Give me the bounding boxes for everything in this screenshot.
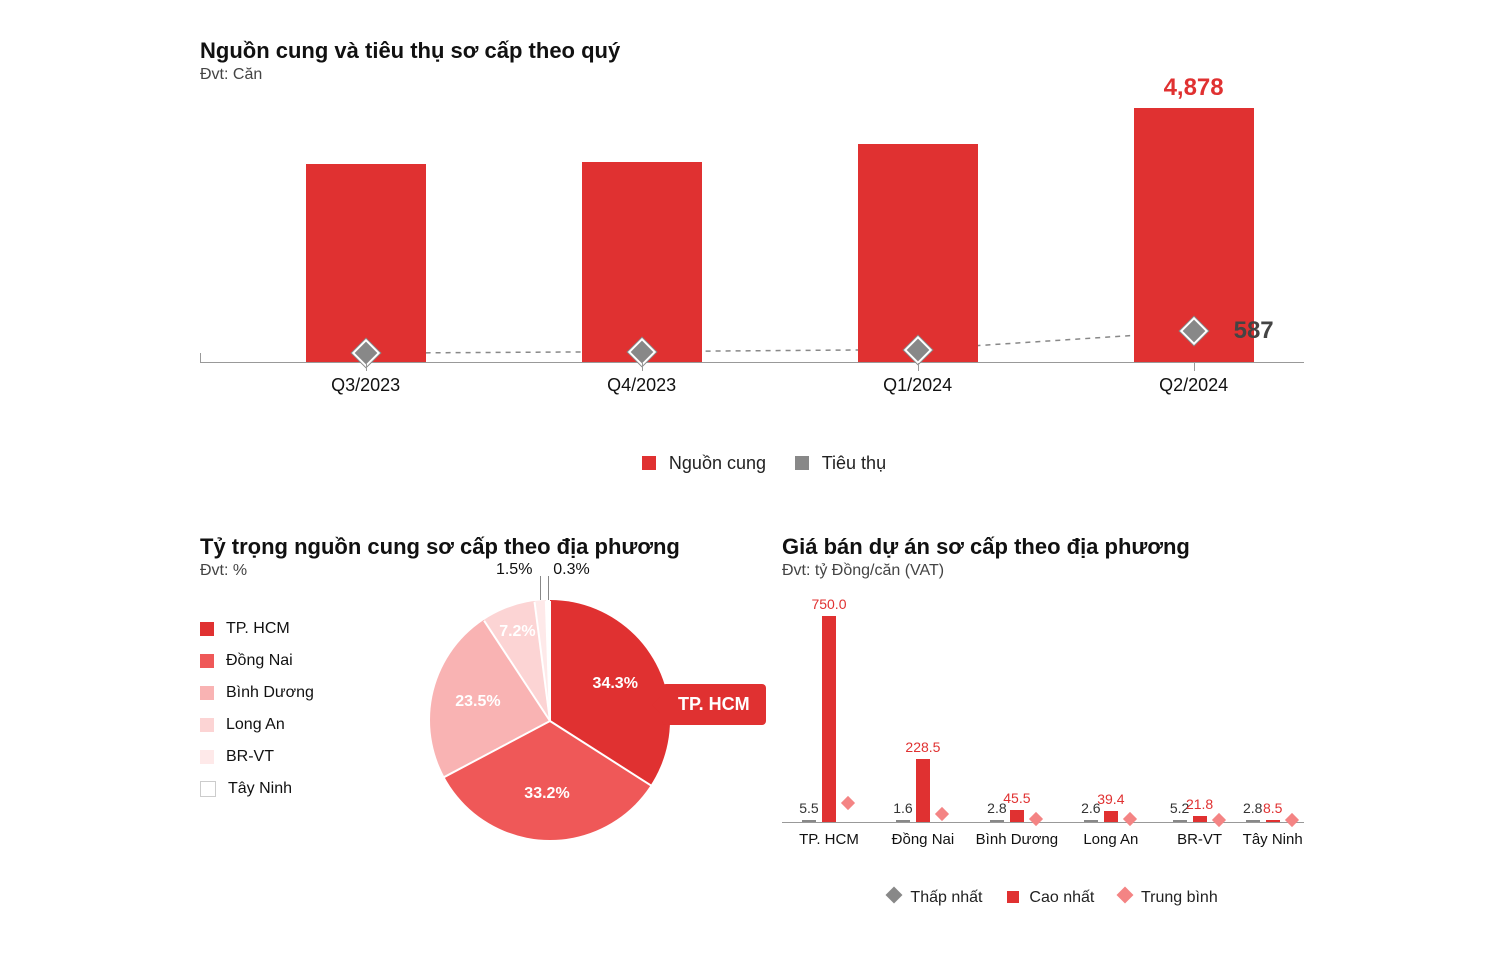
price-marker-avg bbox=[935, 807, 949, 821]
x-tick bbox=[1194, 363, 1195, 371]
price-bar-low bbox=[1084, 820, 1098, 822]
supply-bar bbox=[858, 144, 978, 362]
legend-swatch bbox=[200, 622, 214, 636]
chart-title: Nguồn cung và tiêu thụ sơ cấp theo quý bbox=[200, 38, 1304, 64]
pie-plot: 34.3%33.2%23.5%7.2%1.5%0.3%TP. HCM bbox=[430, 600, 670, 840]
supply-bar bbox=[306, 164, 426, 362]
legend-label: Bình Dương bbox=[226, 684, 314, 702]
price-value-high: 45.5 bbox=[1003, 790, 1030, 806]
price-bar-low bbox=[896, 820, 910, 822]
legend-label-marker: Tiêu thụ bbox=[822, 453, 886, 473]
legend-swatch-high bbox=[1007, 891, 1019, 903]
chart-subtitle: Đvt: Căn bbox=[200, 66, 1304, 84]
price-bar-high bbox=[1266, 820, 1280, 822]
pie-leader-line bbox=[540, 576, 541, 600]
pie-slice-label: 1.5% bbox=[496, 561, 532, 579]
pie-legend-item: Tây Ninh bbox=[200, 780, 314, 798]
x-label: Q4/2023 bbox=[607, 375, 676, 396]
chart-plot-area: 5.5750.01.6228.52.845.52.639.45.221.82.8… bbox=[782, 602, 1304, 823]
pie-leader-line bbox=[548, 576, 549, 600]
x-label: Long An bbox=[1083, 831, 1138, 848]
x-label: Bình Dương bbox=[976, 831, 1058, 848]
price-bar-high bbox=[1104, 811, 1118, 822]
pie-legend-item: TP. HCM bbox=[200, 620, 314, 638]
legend-label: Long An bbox=[226, 716, 285, 734]
pie-slice-label: 33.2% bbox=[524, 785, 569, 803]
pie-slice-label: 23.5% bbox=[455, 693, 500, 711]
legend-swatch bbox=[200, 654, 214, 668]
price-bar-low bbox=[990, 820, 1004, 822]
legend-swatch bbox=[200, 750, 214, 764]
chart-title: Giá bán dự án sơ cấp theo địa phương bbox=[782, 534, 1304, 560]
price-value-low: 5.5 bbox=[799, 800, 818, 816]
legend-label-bar: Nguồn cung bbox=[669, 453, 766, 473]
x-tick bbox=[366, 363, 367, 371]
legend-label-avg: Trung bình bbox=[1141, 889, 1218, 906]
pie-legend-item: Long An bbox=[200, 716, 314, 734]
chart-subtitle: Đvt: % bbox=[200, 562, 722, 580]
pie-slice-label: 34.3% bbox=[593, 675, 638, 693]
price-bar-high bbox=[1010, 810, 1024, 823]
legend-swatch bbox=[200, 781, 216, 797]
price-value-low: 2.8 bbox=[1243, 800, 1262, 816]
legend-swatch bbox=[200, 718, 214, 732]
legend-swatch-marker bbox=[795, 456, 809, 470]
legend-label: Tây Ninh bbox=[228, 780, 292, 798]
pie-callout: TP. HCM bbox=[662, 684, 766, 725]
price-value-high: 39.4 bbox=[1097, 791, 1124, 807]
chart-legend: Nguồn cung Tiêu thụ bbox=[200, 453, 1304, 474]
x-axis: TP. HCM Đồng Nai Bình Dương Long An BR-VT Tây… bbox=[782, 823, 1304, 853]
price-value-low: 1.6 bbox=[893, 800, 912, 816]
legend-swatch-bar bbox=[642, 456, 656, 470]
legend-label-high: Cao nhất bbox=[1029, 889, 1094, 906]
price-marker-avg bbox=[841, 796, 855, 810]
x-tick bbox=[642, 363, 643, 371]
pie-slice-label: 7.2% bbox=[499, 623, 535, 641]
legend-label: Đồng Nai bbox=[226, 652, 293, 670]
price-bar-high bbox=[916, 759, 930, 822]
pie-legend: TP. HCM Đồng Nai Bình Dương Long An BR-VT Tây… bbox=[200, 620, 314, 812]
x-label: Q1/2024 bbox=[883, 375, 952, 396]
pie-slice-label: 0.3% bbox=[553, 561, 589, 579]
x-axis: Q3/2023 Q4/2023 Q1/2024 Q2/2024 bbox=[200, 363, 1304, 403]
chart-subtitle: Đvt: tỷ Đồng/căn (VAT) bbox=[782, 562, 1304, 580]
pie-legend-item: BR-VT bbox=[200, 748, 314, 766]
price-by-region-chart: Giá bán dự án sơ cấp theo địa phương Đvt… bbox=[782, 534, 1304, 907]
legend-label: TP. HCM bbox=[226, 620, 290, 638]
supply-share-pie-chart: Tỷ trọng nguồn cung sơ cấp theo địa phươ… bbox=[200, 534, 722, 907]
marker-value-label: 587 bbox=[1234, 317, 1274, 345]
legend-swatch bbox=[200, 686, 214, 700]
price-bar-low bbox=[802, 820, 816, 822]
price-bar-high bbox=[822, 616, 836, 822]
x-label: TP. HCM bbox=[799, 831, 859, 848]
bar-value-label: 4,878 bbox=[1164, 74, 1224, 102]
chart-plot-area: 4,878587 bbox=[200, 102, 1304, 363]
price-bar-low bbox=[1246, 820, 1260, 822]
price-bar-high bbox=[1193, 816, 1207, 822]
x-tick bbox=[918, 363, 919, 371]
x-label: Tây Ninh bbox=[1243, 831, 1303, 848]
pie-legend-item: Bình Dương bbox=[200, 684, 314, 702]
legend-label: BR-VT bbox=[226, 748, 274, 766]
legend-swatch-low bbox=[886, 887, 903, 904]
price-value-high: 21.8 bbox=[1186, 796, 1213, 812]
pie-legend-item: Đồng Nai bbox=[200, 652, 314, 670]
supply-bar bbox=[582, 162, 702, 362]
chart-legend: Thấp nhất Cao nhất Trung bình bbox=[782, 889, 1304, 907]
x-label: Đồng Nai bbox=[892, 831, 955, 848]
legend-label-low: Thấp nhất bbox=[910, 889, 982, 906]
x-label: Q3/2023 bbox=[331, 375, 400, 396]
chart-title: Tỷ trọng nguồn cung sơ cấp theo địa phươ… bbox=[200, 534, 722, 560]
price-bar-low bbox=[1173, 820, 1187, 822]
supply-consumption-chart: Nguồn cung và tiêu thụ sơ cấp theo quý Đ… bbox=[200, 38, 1304, 474]
price-value-high: 8.5 bbox=[1263, 800, 1282, 816]
price-value-high: 750.0 bbox=[811, 596, 846, 612]
x-label: Q2/2024 bbox=[1159, 375, 1228, 396]
price-value-high: 228.5 bbox=[905, 739, 940, 755]
x-label: BR-VT bbox=[1177, 831, 1222, 848]
legend-swatch-avg bbox=[1116, 887, 1133, 904]
